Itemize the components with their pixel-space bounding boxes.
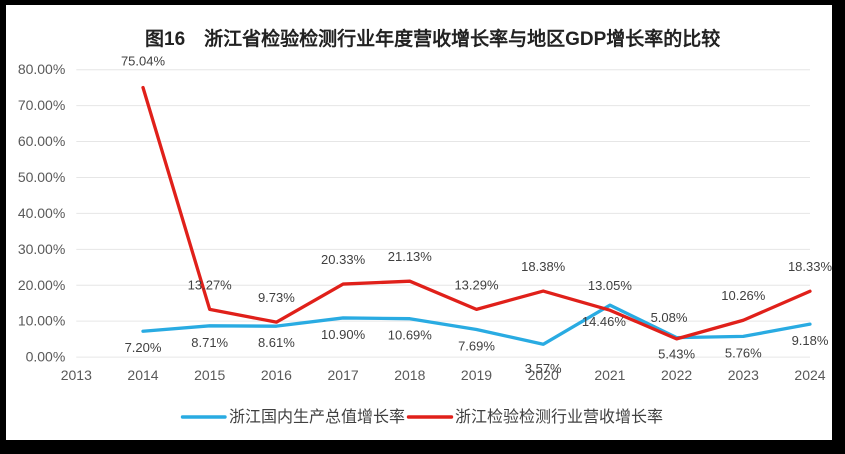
svg-text:2023: 2023: [728, 367, 759, 383]
svg-text:7.20%: 7.20%: [125, 340, 162, 355]
svg-text:60.00%: 60.00%: [18, 133, 65, 149]
svg-text:7.69%: 7.69%: [458, 339, 495, 354]
svg-text:50.00%: 50.00%: [18, 169, 65, 185]
svg-text:2018: 2018: [394, 367, 425, 383]
svg-text:0.00%: 0.00%: [26, 349, 66, 365]
svg-text:浙江国内生产总值增长率: 浙江国内生产总值增长率: [229, 408, 405, 426]
svg-text:2014: 2014: [127, 367, 158, 383]
svg-text:13.29%: 13.29%: [454, 277, 499, 292]
svg-text:3.57%: 3.57%: [525, 361, 562, 376]
svg-text:2017: 2017: [328, 367, 359, 383]
svg-text:20.00%: 20.00%: [18, 277, 65, 293]
svg-text:13.27%: 13.27%: [188, 277, 233, 292]
svg-text:2015: 2015: [194, 367, 225, 383]
svg-text:2022: 2022: [661, 367, 692, 383]
svg-text:80.00%: 80.00%: [18, 61, 65, 77]
svg-text:浙江检验检测行业营收增长率: 浙江检验检测行业营收增长率: [455, 408, 663, 426]
svg-text:20.33%: 20.33%: [321, 252, 366, 267]
svg-text:13.05%: 13.05%: [588, 278, 633, 293]
svg-text:70.00%: 70.00%: [18, 97, 65, 113]
svg-text:40.00%: 40.00%: [18, 205, 65, 221]
svg-text:30.00%: 30.00%: [18, 241, 65, 257]
svg-text:75.04%: 75.04%: [121, 54, 166, 69]
svg-text:2013: 2013: [61, 367, 92, 383]
svg-text:2021: 2021: [594, 367, 625, 383]
svg-text:5.43%: 5.43%: [658, 347, 695, 362]
svg-text:2019: 2019: [461, 367, 492, 383]
svg-text:2016: 2016: [261, 367, 292, 383]
svg-text:10.69%: 10.69%: [388, 328, 433, 343]
svg-text:18.38%: 18.38%: [521, 259, 566, 274]
svg-text:10.00%: 10.00%: [18, 313, 65, 329]
svg-text:5.76%: 5.76%: [725, 345, 762, 360]
svg-text:21.13%: 21.13%: [388, 249, 433, 264]
svg-text:5.08%: 5.08%: [651, 310, 688, 325]
svg-text:9.73%: 9.73%: [258, 290, 295, 305]
svg-text:2024: 2024: [794, 367, 825, 383]
svg-text:8.61%: 8.61%: [258, 335, 295, 350]
svg-text:18.33%: 18.33%: [788, 259, 832, 274]
svg-text:9.18%: 9.18%: [792, 333, 829, 348]
svg-text:10.26%: 10.26%: [721, 288, 766, 303]
svg-text:10.90%: 10.90%: [321, 327, 366, 342]
svg-text:14.46%: 14.46%: [582, 314, 627, 329]
svg-text:8.71%: 8.71%: [191, 335, 228, 350]
